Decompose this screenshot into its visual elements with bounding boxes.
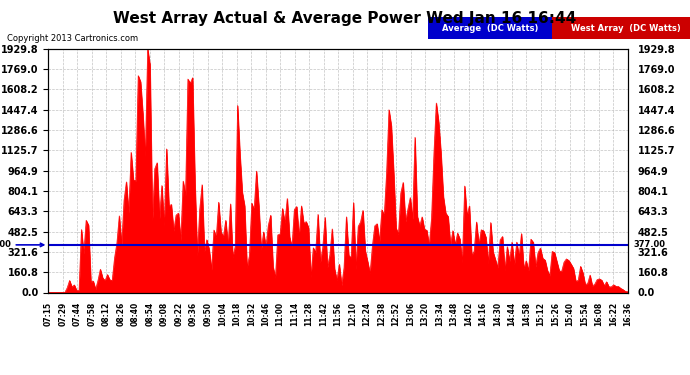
- Text: West Array  (DC Watts): West Array (DC Watts): [571, 24, 681, 33]
- Text: 377.00: 377.00: [633, 240, 666, 249]
- Text: + 377.00: + 377.00: [0, 240, 43, 249]
- Text: Copyright 2013 Cartronics.com: Copyright 2013 Cartronics.com: [7, 34, 138, 43]
- Text: West Array Actual & Average Power Wed Jan 16 16:44: West Array Actual & Average Power Wed Ja…: [113, 11, 577, 26]
- Text: Average  (DC Watts): Average (DC Watts): [442, 24, 538, 33]
